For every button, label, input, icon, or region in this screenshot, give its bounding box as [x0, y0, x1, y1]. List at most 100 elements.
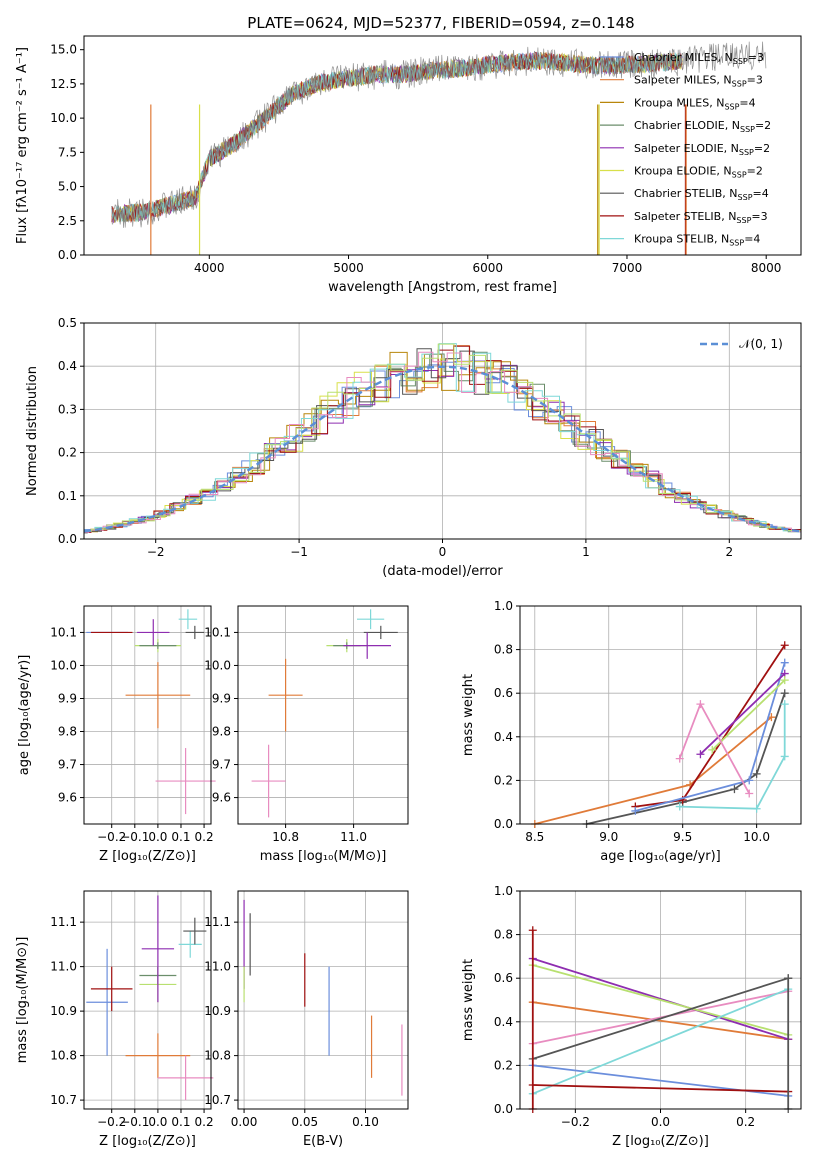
panel-residuals: −2 −1 0 1 2 0.0 0.1 0.2 0.3 0.4 0.5 (data-model)/er… — [25, 316, 802, 579]
x-tick-label: 0.1 — [171, 830, 190, 844]
mass-weight-line — [532, 988, 789, 1095]
x-tick-label: 0.2 — [195, 1115, 214, 1129]
legend-text: Kroupa ELODIE, N — [634, 165, 732, 178]
x-tick-label: 5000 — [333, 261, 364, 275]
y-tick-label: 0.4 — [494, 1015, 513, 1029]
legend-label: Chabrier MILES, NSSP=3 — [634, 51, 764, 66]
x-tick-label: 4000 — [194, 261, 225, 275]
legend-text: Chabrier ELODIE, N — [634, 119, 740, 132]
mass-weight-line — [679, 704, 786, 810]
y-tick-label: 9.7 — [58, 758, 77, 772]
y-axis-label: age [log₁₀(age/yr)] — [17, 655, 32, 776]
x-tick-label: 0.00 — [231, 1115, 258, 1129]
legend-suffix: =3 — [748, 51, 764, 64]
legend-text: Kroupa STELIB, N — [634, 233, 729, 246]
mass-weight-marker — [675, 754, 684, 763]
y-tick-label: 0.0 — [58, 532, 77, 546]
mass-weight-marker — [675, 802, 684, 811]
y-tick-label: 9.7 — [212, 758, 231, 772]
y-tick-label: 10.0 — [204, 658, 231, 672]
legend-subscript: SSP — [736, 216, 751, 225]
legend-label: Kroupa ELODIE, NSSP=2 — [634, 165, 763, 180]
x-tick-label: 0.2 — [195, 830, 214, 844]
mass-weight-line — [532, 990, 789, 1045]
axes-frame — [519, 890, 802, 1110]
y-tick-label: 9.9 — [58, 691, 77, 705]
x-tick-label: 0.0 — [148, 830, 167, 844]
mass-weight-marker — [780, 752, 789, 761]
y-tick-label: 0.5 — [58, 316, 77, 330]
legend-text: Salpeter ELODIE, N — [634, 142, 739, 155]
y-tick-label: 9.6 — [212, 791, 231, 805]
mass-weight-line — [532, 1084, 789, 1093]
mass-weight-marker — [696, 750, 705, 759]
y-tick-label: 0.0 — [58, 248, 77, 262]
legend-suffix: =2 — [747, 165, 763, 178]
axes-frame — [83, 322, 802, 540]
x-tick-label: 0.2 — [736, 1115, 755, 1129]
legend-subscript: SSP — [740, 125, 755, 134]
y-axis-label: mass weight — [461, 674, 476, 756]
y-tick-label: 0.0 — [494, 817, 513, 831]
panel-age-vs-mass: 10.8 11.0 9.6 9.7 9.8 9.9 10.0 10.1 mass [log₁₀(… — [204, 605, 409, 864]
legend-subscript: SSP — [729, 239, 744, 248]
legend-text: Salpeter STELIB, N — [634, 210, 736, 223]
y-tick-label: 0.8 — [494, 928, 513, 942]
y-axis-label: Flux [fλ10⁻¹⁷ erg cm⁻² s⁻¹ A⁻¹] — [15, 47, 30, 244]
y-tick-label: 12.5 — [50, 77, 77, 91]
panel-age-vs-Z: −0.2−0.10.0 0.1 0.2 9.6 9.7 9.8 9.9 10.0 10.1 Z [… — [17, 605, 216, 864]
mass-weight-marker — [784, 974, 793, 983]
legend-label: Kroupa STELIB, NSSP=4 — [634, 233, 760, 248]
mass-weight-marker — [780, 700, 789, 709]
y-tick-label: 9.9 — [212, 691, 231, 705]
x-tick-label: −0.2 — [97, 830, 126, 844]
y-tick-label: 0.0 — [494, 1102, 513, 1116]
legend-suffix: =4 — [753, 187, 769, 200]
residual-histogram — [84, 358, 801, 532]
y-axis-label: Normed distribution — [25, 366, 40, 496]
mass-weight-marker — [708, 745, 717, 754]
panel-spectrum: 4000 5000 6000 7000 8000 0.0 2.5 5.0 7.5 10.0 12.5… — [15, 35, 802, 295]
axes-frame — [519, 605, 802, 825]
legend-label: Chabrier ELODIE, NSSP=2 — [634, 119, 771, 134]
mass-weight-marker — [745, 776, 754, 785]
x-tick-label: −0.1 — [120, 1115, 149, 1129]
x-tick-label: 1 — [582, 545, 590, 559]
mass-weight-marker — [730, 785, 739, 794]
mass-weight-line — [699, 672, 786, 755]
legend-subscript: SSP — [732, 171, 747, 180]
x-axis-label: Z [log₁₀(Z/Z⊙)] — [612, 1134, 709, 1149]
x-tick-label: 8.5 — [525, 830, 544, 844]
y-tick-label: 10.1 — [204, 625, 231, 639]
axes-frame — [83, 35, 802, 256]
y-tick-label: 9.8 — [58, 725, 77, 739]
mass-weight-line — [711, 679, 786, 751]
y-tick-label: 0.6 — [494, 971, 513, 985]
legend-label: Chabrier STELIB, NSSP=4 — [634, 187, 769, 202]
y-tick-label: 0.2 — [494, 773, 513, 787]
x-tick-label: 0.10 — [352, 1115, 379, 1129]
x-tick-label: 0 — [439, 545, 447, 559]
legend-text: Salpeter MILES, N — [634, 74, 732, 87]
mass-weight-marker — [631, 806, 640, 815]
x-tick-label: −0.2 — [561, 1115, 590, 1129]
axes-frame — [83, 890, 212, 1110]
y-tick-label: 10.8 — [204, 1049, 231, 1063]
y-tick-label: 11.0 — [204, 960, 231, 974]
y-tick-label: 1.0 — [494, 884, 513, 898]
residual-histogram — [84, 351, 801, 533]
x-tick-label: −0.2 — [97, 1115, 126, 1129]
y-tick-label: 9.8 — [212, 725, 231, 739]
y-tick-label: 0.8 — [494, 643, 513, 657]
x-axis-label: Z [log₁₀(Z/Z⊙)] — [99, 849, 196, 864]
legend-label: Kroupa MILES, NSSP=4 — [634, 96, 756, 111]
y-tick-label: 10.1 — [50, 625, 77, 639]
y-tick-label: 10.7 — [50, 1093, 77, 1107]
y-tick-label: 11.1 — [204, 915, 231, 929]
legend-label: Salpeter MILES, NSSP=3 — [634, 74, 763, 89]
x-tick-label: 10.0 — [743, 830, 770, 844]
y-tick-label: 15.0 — [50, 43, 77, 57]
legend-label: Salpeter STELIB, NSSP=3 — [634, 210, 768, 225]
x-tick-label: 0.1 — [171, 1115, 190, 1129]
